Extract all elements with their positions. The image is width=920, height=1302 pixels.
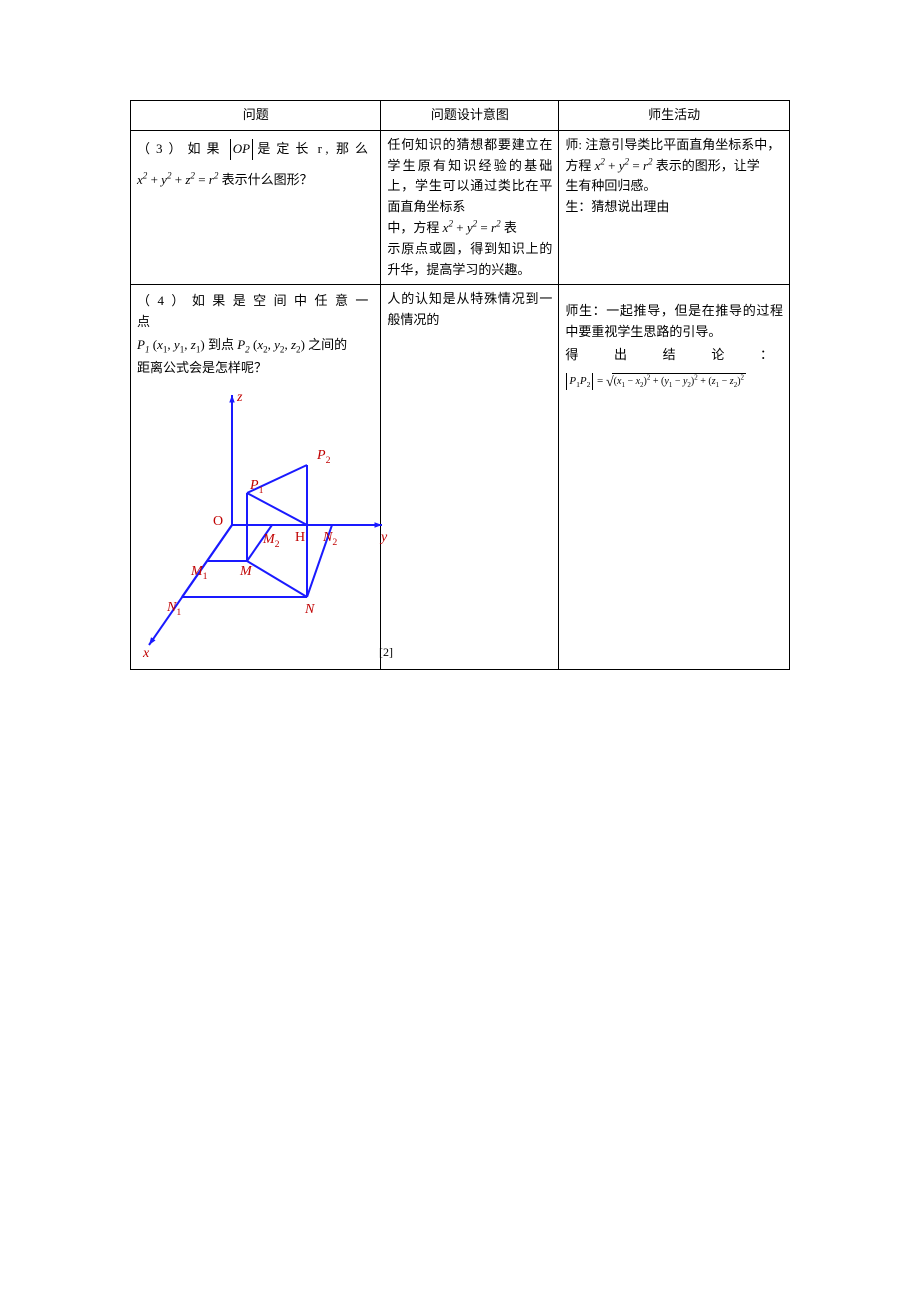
q3-op: OP <box>230 139 253 160</box>
intent3-p1: 任何知识的猜想都要建立在学生原有知识经验的基础上，学生可以通过类比在平面直角坐标… <box>387 137 552 214</box>
formula-lhs: P1P2 <box>566 373 593 391</box>
label-M: M <box>240 561 252 583</box>
diagram-footnote: [2] <box>379 643 393 662</box>
header-intent: 问题设计意图 <box>381 101 559 131</box>
label-O: O <box>213 511 223 533</box>
diagram-svg <box>137 385 397 665</box>
q3-prefix: （3）如果 <box>137 141 226 156</box>
intent3-p3: 示原点或圆，得到知识上的升华，提高学习的兴趣。 <box>387 241 552 277</box>
q3-eq: x2 + y2 + z2 = r2 <box>137 172 222 187</box>
q3-suffix1: 那么 <box>336 141 374 156</box>
table-row: （3）如果 OP 是定长 r, 那么 x2 + y2 + z2 = r2 表示什… <box>131 130 790 285</box>
act3-p3: 生有种回归感。 <box>565 178 656 193</box>
cell-intent-3: 任何知识的猜想都要建立在学生原有知识经验的基础上，学生可以通过类比在平面直角坐标… <box>381 130 559 285</box>
label-N2: N2 <box>323 527 337 550</box>
label-N1: N1 <box>167 597 181 620</box>
intent4: 人的认知是从特殊情况到一般情况的 <box>387 291 552 327</box>
label-M1: M1 <box>191 561 208 584</box>
space-diagram: z x y O P1 P2 M1 M M2 H N1 <box>137 385 397 665</box>
q3-suffix2: 表示什么图形？ <box>222 172 313 187</box>
table-header-row: 问题 问题设计意图 师生活动 <box>131 101 790 131</box>
table-row: （4）如果是空间中任意一点 P1 (x1, y1, z1) 到点 P2 (x2,… <box>131 285 790 669</box>
label-x: x <box>143 643 149 665</box>
act3-p2post: 表示的图形，让学 <box>656 158 760 173</box>
label-N: N <box>305 599 314 621</box>
cell-activity-3: 师: 注意引导类比平面直角坐标系中， 方程 x2 + y2 = r2 表示的图形… <box>559 130 790 285</box>
q4-line3: 距离公式会是怎样呢？ <box>137 360 267 375</box>
label-P1: P1 <box>250 475 263 498</box>
q4-line1: （4）如果是空间中任意一点 <box>137 293 374 329</box>
cell-intent-4: 人的认知是从特殊情况到一般情况的 <box>381 285 559 669</box>
act3-eq: x2 + y2 = r2 <box>595 158 656 173</box>
intent3-p2post: 表 <box>504 220 517 235</box>
act3-p4: 生：猜想说出理由 <box>565 199 669 214</box>
label-P2: P2 <box>317 445 330 468</box>
label-z: z <box>237 387 242 409</box>
intent3-eq: x2 + y2 = r2 <box>443 220 504 235</box>
act3-p1: 师: 注意引导类比平面直角坐标系中， <box>565 137 780 152</box>
label-H: H <box>295 527 305 549</box>
q4-suffix: 之间的 <box>308 337 347 352</box>
act4-p1: 师生：一起推导，但是在推导的过程中要重视学生思路的引导。 <box>565 303 783 339</box>
q3-mid: 是定长 <box>257 141 314 156</box>
q4-mid: 到点 <box>208 337 234 352</box>
act3-p2pre: 方程 <box>565 158 591 173</box>
label-y: y <box>381 527 387 549</box>
lesson-table: 问题 问题设计意图 师生活动 （3）如果 OP 是定长 r, 那么 x2 + y… <box>130 100 790 670</box>
q3-r: r, <box>318 141 333 156</box>
q4-p2: P2 (x2, y2, z2) <box>237 337 308 352</box>
intent3-p2pre: 中，方程 <box>387 220 439 235</box>
header-activity: 师生活动 <box>559 101 790 131</box>
cell-activity-4: 师生：一起推导，但是在推导的过程中要重视学生思路的引导。 得出结论： P1P2 … <box>559 285 790 669</box>
formula-rhs: √(x1 − x2)2 + (y1 − y2)2 + (z1 − z2)2 <box>606 372 746 394</box>
q4-p1: P1 (x1, y1, z1) <box>137 337 208 352</box>
cell-question-3: （3）如果 OP 是定长 r, 那么 x2 + y2 + z2 = r2 表示什… <box>131 130 381 285</box>
header-question: 问题 <box>131 101 381 131</box>
act4-p2: 得出结论： <box>565 347 783 362</box>
cell-question-4: （4）如果是空间中任意一点 P1 (x1, y1, z1) 到点 P2 (x2,… <box>131 285 381 669</box>
label-M2: M2 <box>263 529 280 552</box>
